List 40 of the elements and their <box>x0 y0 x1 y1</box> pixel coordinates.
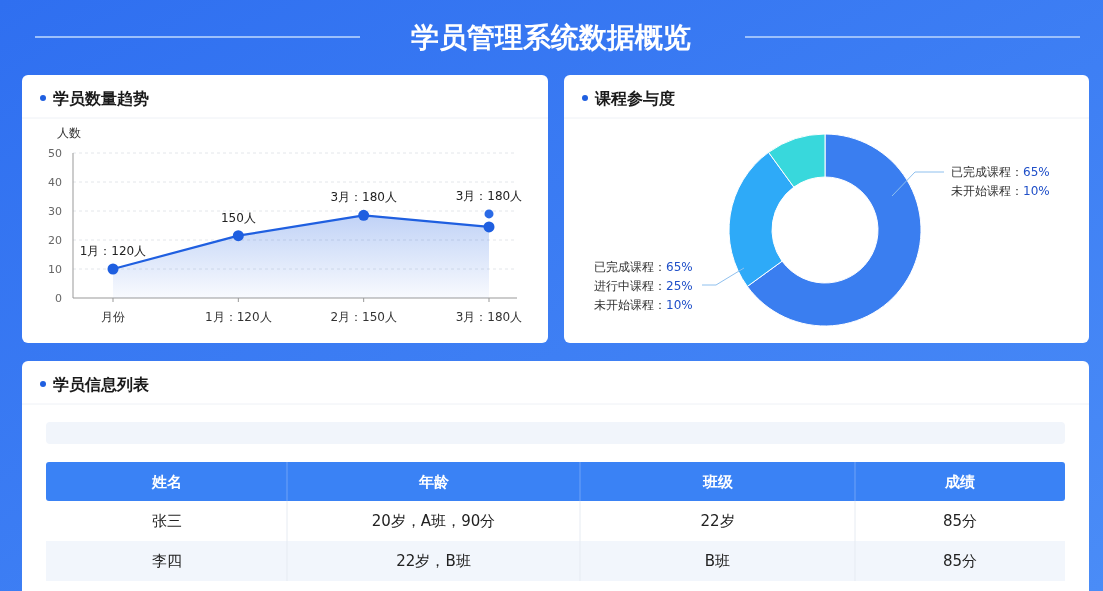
text: 未开始课程：10% <box>951 184 1050 198</box>
text: 进行中课程：25% <box>594 279 693 293</box>
point <box>107 263 119 275</box>
category-label: 年龄 <box>417 473 450 491</box>
y-axis-title: 人数 <box>57 126 81 140</box>
text: 22岁 <box>700 512 735 530</box>
chart-title: 课程参与度 <box>594 89 675 108</box>
point <box>358 209 370 221</box>
annotation: 150人 <box>220 210 256 225</box>
text: 已完成课程：65% <box>594 260 693 274</box>
x-tick-label: 2月：150人 <box>330 310 397 324</box>
x-tick-label: 3月：180人 <box>455 310 523 324</box>
text: 未开始课程：10% <box>594 298 693 312</box>
annotation: 1月：120人 <box>79 244 147 258</box>
text: 22岁，B班 <box>396 552 471 570</box>
text: 20岁，A班，90分 <box>371 512 496 530</box>
text: B班 <box>704 552 731 570</box>
y-tick-label: 40 <box>48 176 62 189</box>
chart-subtitle: 学员数量趋势 <box>53 89 149 108</box>
text: 李四 <box>151 552 182 570</box>
category-label: 班级 <box>701 473 734 491</box>
text: 学员信息列表 <box>53 375 150 394</box>
y-tick-label: 30 <box>48 205 62 218</box>
annotation: 3月：180人 <box>455 188 523 203</box>
y-tick-label: 0 <box>55 292 62 305</box>
category-label: 姓名 <box>150 473 182 491</box>
x-tick-label: 月份 <box>101 310 125 324</box>
x-tick-label: 1月：120人 <box>205 310 272 324</box>
chart-title: 学员管理系统数据概览 <box>411 21 691 54</box>
text: 85分 <box>942 512 978 530</box>
category-label: 成绩 <box>944 473 975 491</box>
point <box>483 221 495 233</box>
annotation: 3月：180人 <box>330 190 397 205</box>
point <box>232 230 244 242</box>
text: 张三 <box>151 512 182 530</box>
text: 已完成课程：65% <box>951 165 1050 179</box>
y-tick-label: 20 <box>48 234 62 247</box>
y-tick-label: 10 <box>48 263 62 276</box>
y-tick-label: 50 <box>48 147 62 160</box>
text: 85分 <box>942 552 978 570</box>
